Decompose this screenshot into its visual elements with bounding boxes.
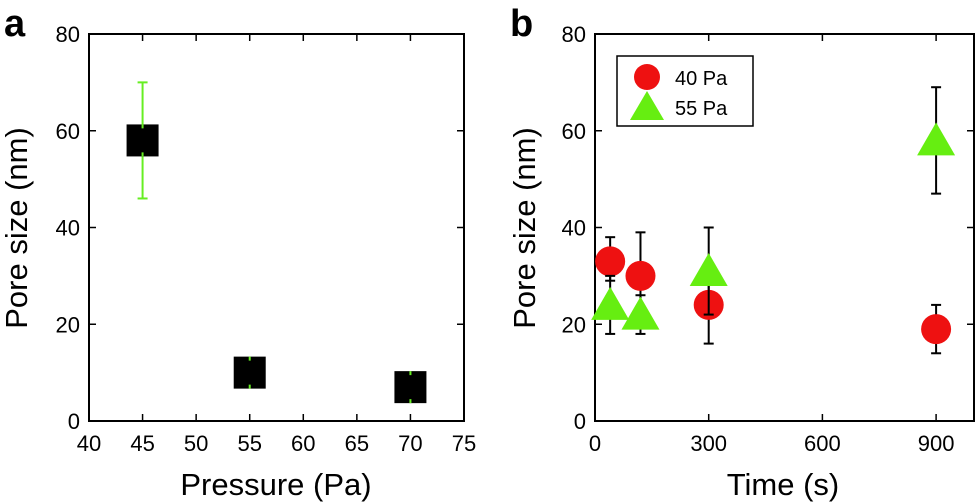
panel-a-ylabel: Pore size (nm) xyxy=(0,127,34,329)
legend-marker-circle xyxy=(634,64,660,90)
panel-a-ytick-label: 80 xyxy=(56,22,80,47)
panel-a-ytick-label: 40 xyxy=(56,216,80,241)
panel-a-ytick-label: 20 xyxy=(56,312,80,337)
panel-b-point-circle xyxy=(595,246,626,277)
panel-a-xtick-label: 55 xyxy=(237,431,261,456)
panel-a-xtick-label: 75 xyxy=(452,431,476,456)
panel-b-legend: 40 Pa 55 Pa xyxy=(616,55,754,127)
panel-a-point-square xyxy=(126,124,159,157)
panel-a-frame xyxy=(88,33,465,422)
panel-a-xtick-label: 40 xyxy=(77,431,101,456)
panel-b-point-circle xyxy=(625,260,656,291)
panel-b-xlabel: Time (s) xyxy=(727,467,840,502)
panel-b-ticks: 0 300 600 900 0 20 40 60 80 xyxy=(562,22,974,456)
panel-a-xtick-label: 50 xyxy=(184,431,208,456)
panel-b-label: b xyxy=(510,3,533,45)
panel-a-xtick-label: 70 xyxy=(398,431,422,456)
panel-b-ytick-label: 20 xyxy=(562,312,586,337)
panel-a-xtick-label: 45 xyxy=(130,431,154,456)
panel-b-ytick-label: 80 xyxy=(562,22,586,47)
panel-a-point-square xyxy=(394,371,427,404)
panel-b-marks xyxy=(591,86,956,355)
panel-b-point-triangle xyxy=(621,296,660,330)
panel-b-xtick-label: 0 xyxy=(589,431,601,456)
panel-b-point-triangle xyxy=(917,122,956,156)
panel-a-xlabel: Pressure (Pa) xyxy=(180,467,371,502)
panel-b-ytick-label: 60 xyxy=(562,119,586,144)
panel-a-ytick-label: 60 xyxy=(56,119,80,144)
legend-label: 55 Pa xyxy=(675,98,728,120)
panel-a-label: a xyxy=(4,3,26,45)
panel-a-ticks: 40 45 50 55 60 65 70 75 0 20 40 60 80 xyxy=(56,22,477,456)
panel-a-point-square xyxy=(233,356,266,389)
panel-b-xtick-label: 300 xyxy=(690,431,727,456)
panel-b: b 0 300 600 900 0 20 40 60 80 40 Pa 55 Pa Time (s… xyxy=(507,3,975,502)
panel-a-ytick-label: 0 xyxy=(68,409,80,434)
panel-b-point-circle xyxy=(921,314,952,345)
panel-b-ytick-label: 0 xyxy=(574,409,586,434)
panel-b-point-triangle xyxy=(591,286,630,320)
legend-label: 40 Pa xyxy=(675,68,728,90)
panel-b-xtick-label: 600 xyxy=(804,431,841,456)
panel-a-xtick-label: 60 xyxy=(291,431,315,456)
panel-b-ylabel: Pore size (nm) xyxy=(507,127,542,329)
panel-b-ytick-label: 40 xyxy=(562,216,586,241)
panel-a: a 40 45 50 55 60 65 70 75 0 20 40 60 80 Pressure (Pa… xyxy=(0,3,476,502)
panel-a-xtick-label: 65 xyxy=(345,431,369,456)
legend-marker-triangle xyxy=(630,91,664,120)
panel-b-point-triangle xyxy=(689,253,728,287)
panel-a-marks xyxy=(126,81,427,404)
panel-b-xtick-label: 900 xyxy=(918,431,955,456)
